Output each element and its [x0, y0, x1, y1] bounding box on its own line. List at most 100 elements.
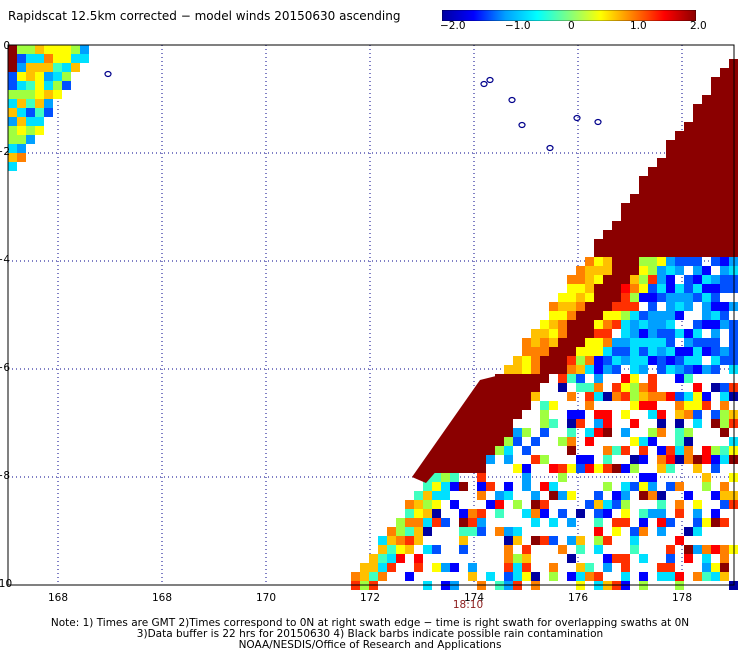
wind-cell [675, 176, 684, 185]
wind-cell [468, 455, 477, 464]
wind-cell [540, 356, 549, 365]
wind-cell [504, 455, 513, 464]
wind-cell [414, 527, 423, 536]
wind-cell [71, 54, 80, 63]
wind-cell [684, 203, 693, 212]
wind-cell [720, 266, 729, 275]
wind-cell [423, 482, 432, 491]
wind-cell [720, 176, 729, 185]
wind-cell [630, 356, 639, 365]
wind-cell [702, 230, 711, 239]
wind-cell [675, 311, 684, 320]
wind-cell [612, 554, 621, 563]
wind-cell [720, 221, 729, 230]
wind-cell [639, 248, 648, 257]
wind-cell [576, 329, 585, 338]
wind-cell [522, 563, 531, 572]
wind-cell [711, 410, 720, 419]
wind-cell [44, 90, 53, 99]
wind-cell [468, 518, 477, 527]
wind-cell [558, 347, 567, 356]
island-outline [508, 96, 516, 104]
wind-cell [666, 338, 675, 347]
wind-cell [630, 248, 639, 257]
wind-cell [603, 392, 612, 401]
wind-cell [684, 302, 693, 311]
colorbar-tick-label: −2.0 [440, 20, 466, 32]
wind-cell [684, 275, 693, 284]
wind-cell [684, 149, 693, 158]
wind-cell [612, 221, 621, 230]
wind-cell [639, 482, 648, 491]
wind-cell [684, 392, 693, 401]
wind-cell [603, 536, 612, 545]
wind-cell [576, 410, 585, 419]
wind-cell [369, 572, 378, 581]
wind-cell [567, 428, 576, 437]
wind-cell [702, 572, 711, 581]
wind-cell [657, 266, 666, 275]
wind-cell [666, 194, 675, 203]
wind-cell [441, 491, 450, 500]
wind-cell [684, 338, 693, 347]
wind-cell [711, 248, 720, 257]
wind-cell [657, 203, 666, 212]
wind-cell [8, 117, 17, 126]
wind-cell [549, 536, 558, 545]
wind-cell [603, 311, 612, 320]
wind-cell [702, 203, 711, 212]
wind-cell [612, 266, 621, 275]
wind-cell [648, 356, 657, 365]
wind-cell [675, 212, 684, 221]
wind-cell [684, 491, 693, 500]
wind-cell [360, 572, 369, 581]
wind-cell [693, 383, 702, 392]
wind-cell [630, 275, 639, 284]
wind-cell [693, 410, 702, 419]
wind-cell [585, 365, 594, 374]
wind-cell [513, 365, 522, 374]
wind-cell [720, 167, 729, 176]
wind-cell [594, 392, 603, 401]
wind-cell [621, 239, 630, 248]
wind-cell [549, 356, 558, 365]
wind-cell [567, 347, 576, 356]
wind-cell [576, 266, 585, 275]
wind-cell [540, 365, 549, 374]
wind-cell [450, 455, 459, 464]
wind-cell [702, 284, 711, 293]
wind-cell [720, 320, 729, 329]
island-outline [573, 114, 581, 122]
wind-cell [540, 500, 549, 509]
wind-cell [711, 572, 720, 581]
wind-cell [594, 311, 603, 320]
wind-cell [558, 356, 567, 365]
wind-cell [675, 284, 684, 293]
wind-cell [567, 320, 576, 329]
wind-cell [648, 230, 657, 239]
wind-cell [594, 365, 603, 374]
wind-cell [594, 491, 603, 500]
wind-cell [531, 491, 540, 500]
wind-cell [720, 248, 729, 257]
wind-cell [612, 311, 621, 320]
wind-cell [549, 518, 558, 527]
wind-cell [8, 144, 17, 153]
wind-cell [603, 302, 612, 311]
wind-cell [26, 81, 35, 90]
wind-cell [675, 356, 684, 365]
wind-cell [693, 365, 702, 374]
wind-cell [621, 203, 630, 212]
wind-cell [513, 464, 522, 473]
wind-cell [8, 81, 17, 90]
wind-cell [450, 473, 459, 482]
wind-cell [585, 275, 594, 284]
wind-cell [639, 212, 648, 221]
wind-cell [576, 572, 585, 581]
wind-cell [576, 338, 585, 347]
wind-cell [630, 329, 639, 338]
wind-cell [8, 135, 17, 144]
wind-cell [8, 153, 17, 162]
wind-cell [378, 545, 387, 554]
map-title: Rapidscat 12.5km corrected − model winds… [8, 9, 401, 23]
